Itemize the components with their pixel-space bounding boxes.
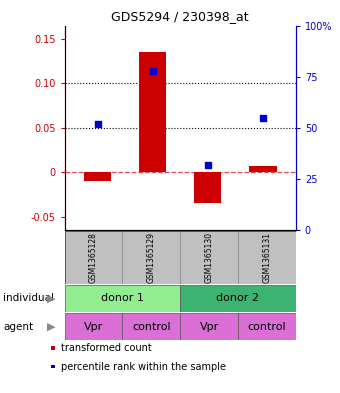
Text: GSM1365129: GSM1365129	[147, 232, 156, 283]
Text: individual: individual	[3, 293, 54, 303]
Bar	[139, 52, 167, 172]
Text: donor 1: donor 1	[101, 293, 144, 303]
Bar	[122, 231, 180, 284]
Bar	[238, 313, 296, 340]
Bar	[180, 231, 238, 284]
Bar	[84, 172, 112, 181]
Point	[260, 114, 266, 121]
Point	[150, 67, 155, 73]
Text: ▶: ▶	[47, 321, 55, 332]
Bar	[180, 313, 238, 340]
Text: GSM1365130: GSM1365130	[205, 231, 214, 283]
Point	[205, 162, 210, 168]
Text: percentile rank within the sample: percentile rank within the sample	[61, 362, 226, 372]
Text: transformed count: transformed count	[61, 343, 152, 353]
Text: agent: agent	[3, 321, 34, 332]
Bar	[51, 365, 55, 368]
Title: GDS5294 / 230398_at: GDS5294 / 230398_at	[112, 10, 249, 23]
Point	[95, 121, 100, 127]
Text: Vpr: Vpr	[200, 321, 219, 332]
Bar	[51, 347, 55, 350]
Bar	[194, 172, 221, 203]
Text: Vpr: Vpr	[84, 321, 103, 332]
Bar	[65, 231, 122, 284]
Bar	[238, 231, 296, 284]
Text: control: control	[248, 321, 286, 332]
Text: control: control	[132, 321, 171, 332]
Text: ▶: ▶	[47, 293, 55, 303]
Text: GSM1365131: GSM1365131	[262, 232, 271, 283]
Bar	[65, 313, 122, 340]
Bar	[65, 285, 180, 312]
Text: donor 2: donor 2	[217, 293, 259, 303]
Bar	[249, 166, 276, 172]
Text: GSM1365128: GSM1365128	[89, 232, 98, 283]
Bar	[122, 313, 180, 340]
Bar	[180, 285, 296, 312]
